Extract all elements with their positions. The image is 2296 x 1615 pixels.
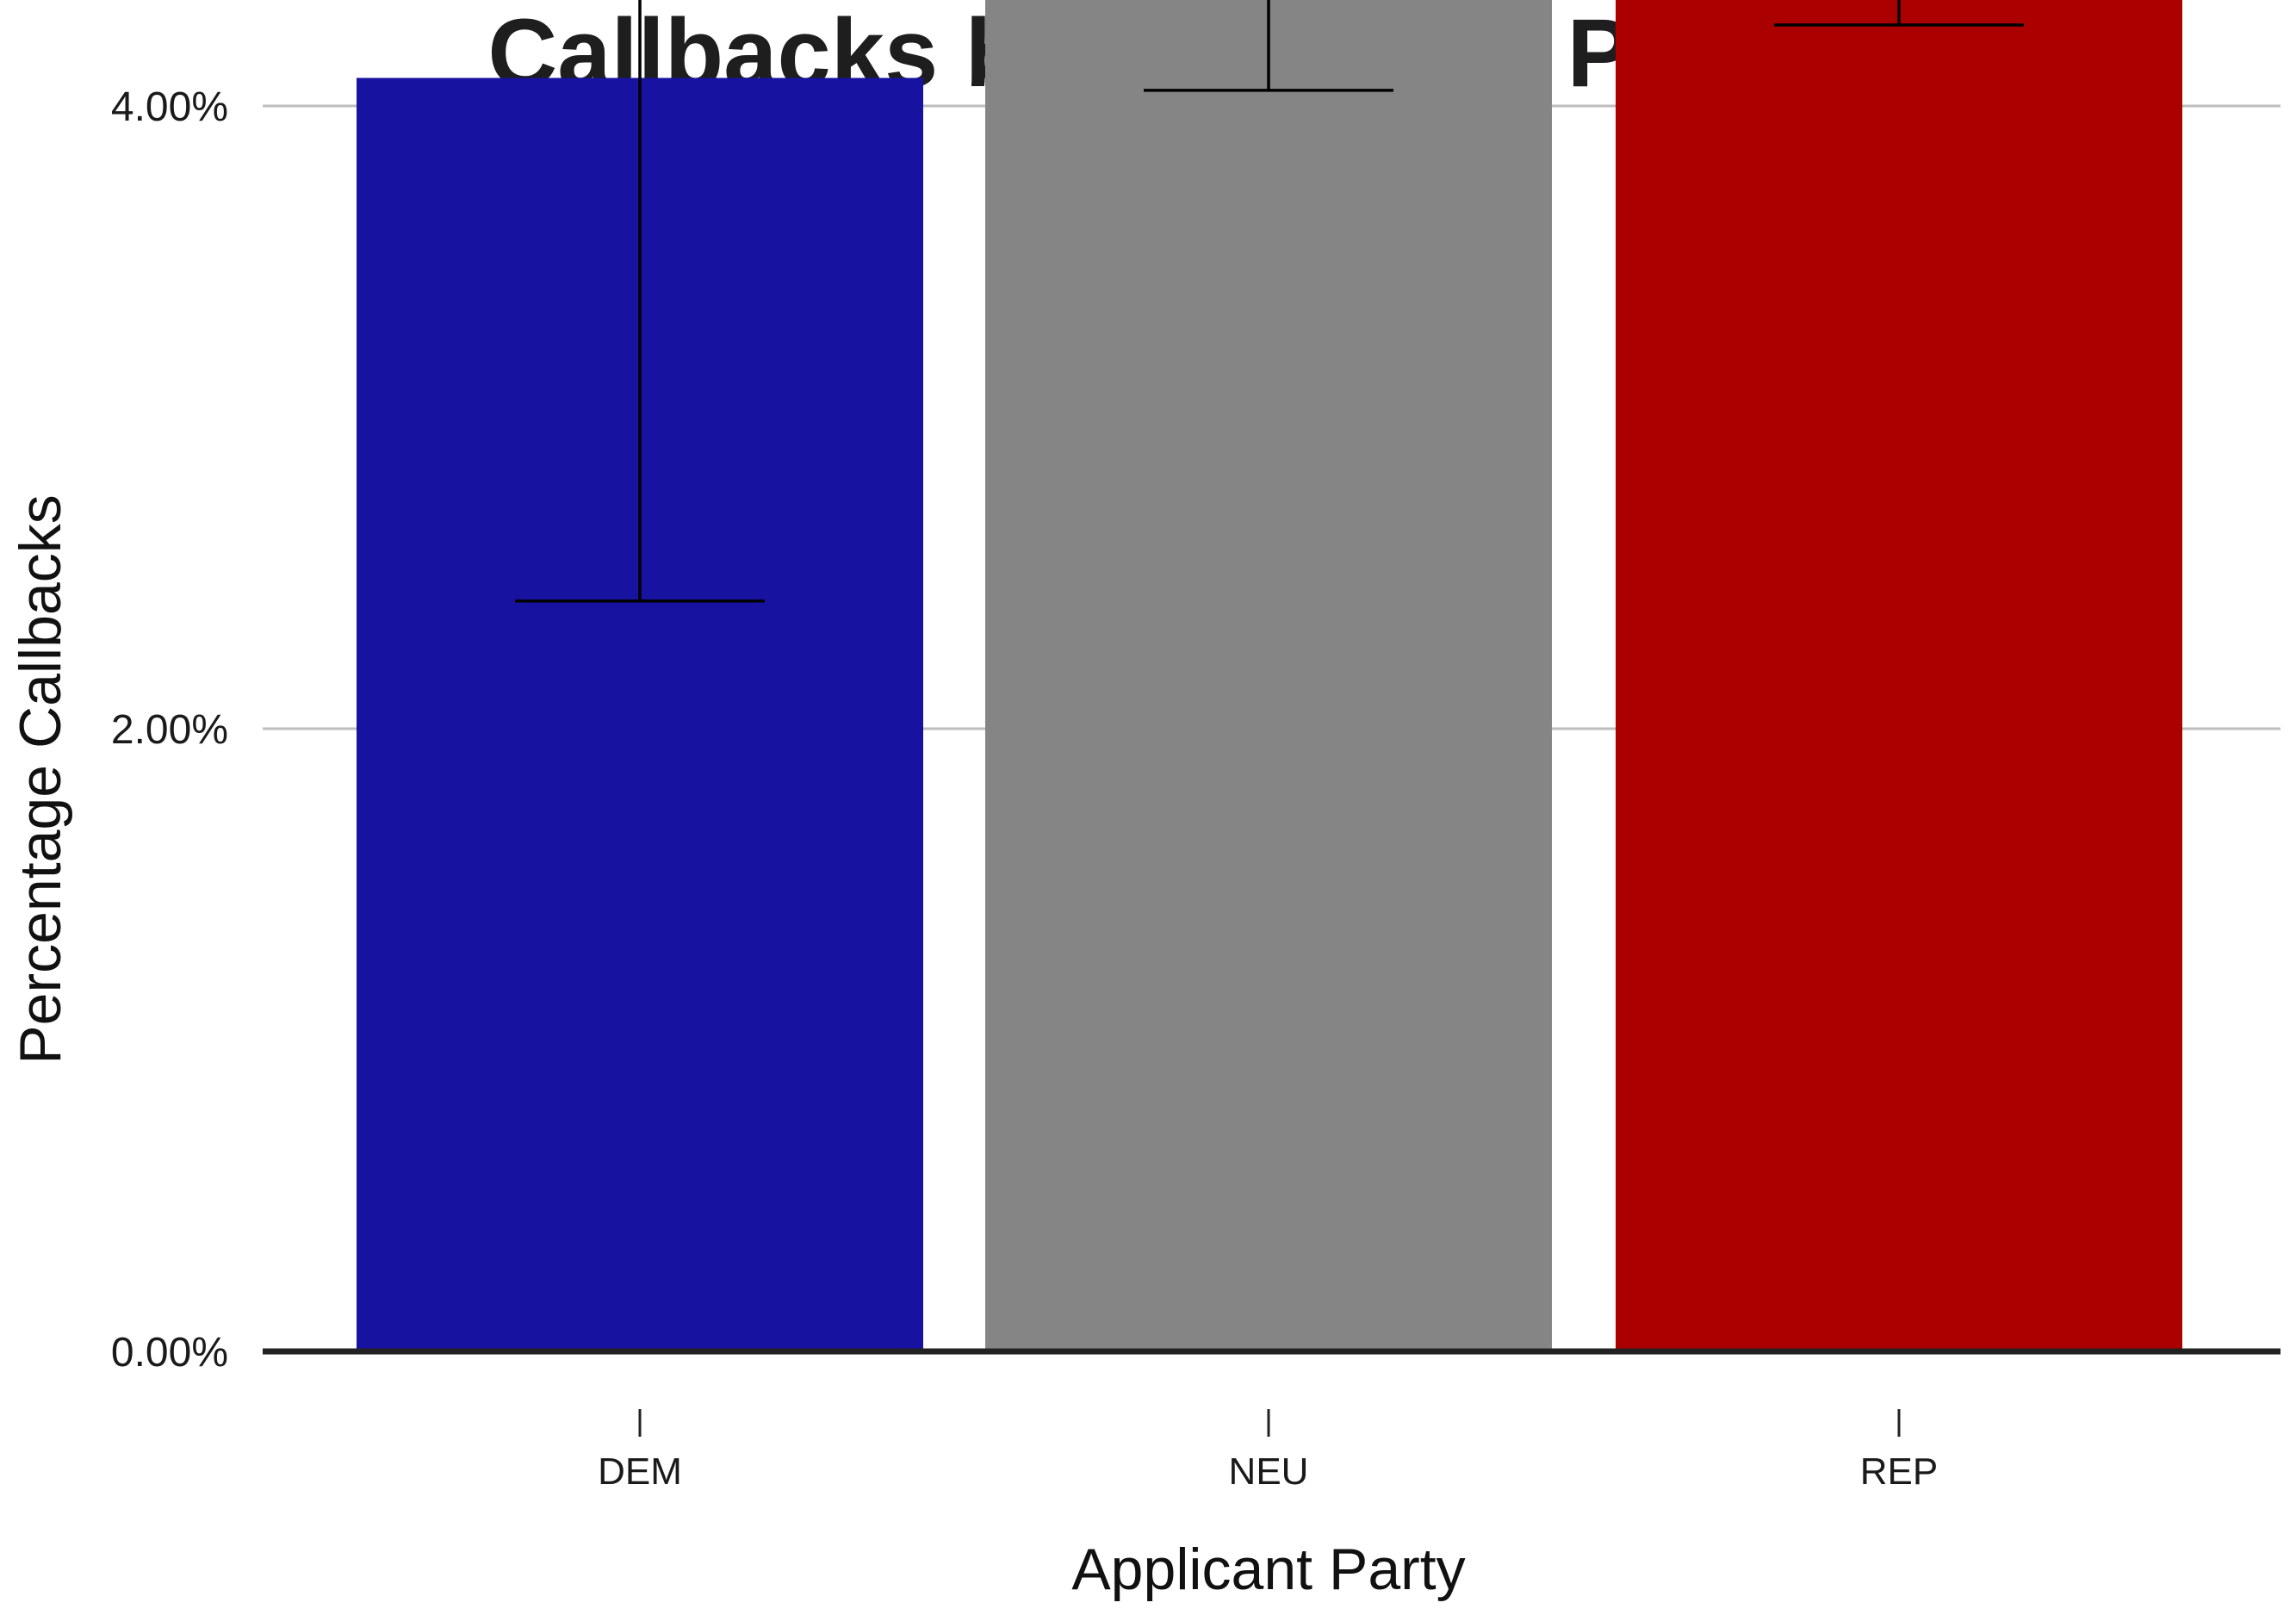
x-tick-label-rep: REP	[1860, 1450, 1938, 1493]
error-bars	[515, 0, 2024, 603]
error-bar-neu	[1144, 0, 1393, 92]
bar-neu	[985, 0, 1552, 1351]
y-axis-title: Percentage Callbacks	[8, 494, 73, 1064]
y-tick-label: 0.00%	[111, 1330, 228, 1376]
bar-rep	[1616, 0, 2182, 1352]
x-axis-title: Applicant Party	[1071, 1537, 1465, 1602]
x-tick-label-neu: NEU	[1229, 1450, 1309, 1493]
x-tick-label-dem: DEM	[598, 1450, 682, 1493]
bars	[357, 0, 2182, 1352]
y-tick-label: 2.00%	[111, 707, 228, 753]
y-tick-label: 4.00%	[111, 84, 228, 130]
error-bar-rep	[1774, 0, 2024, 27]
error-bar-dem	[515, 0, 765, 603]
